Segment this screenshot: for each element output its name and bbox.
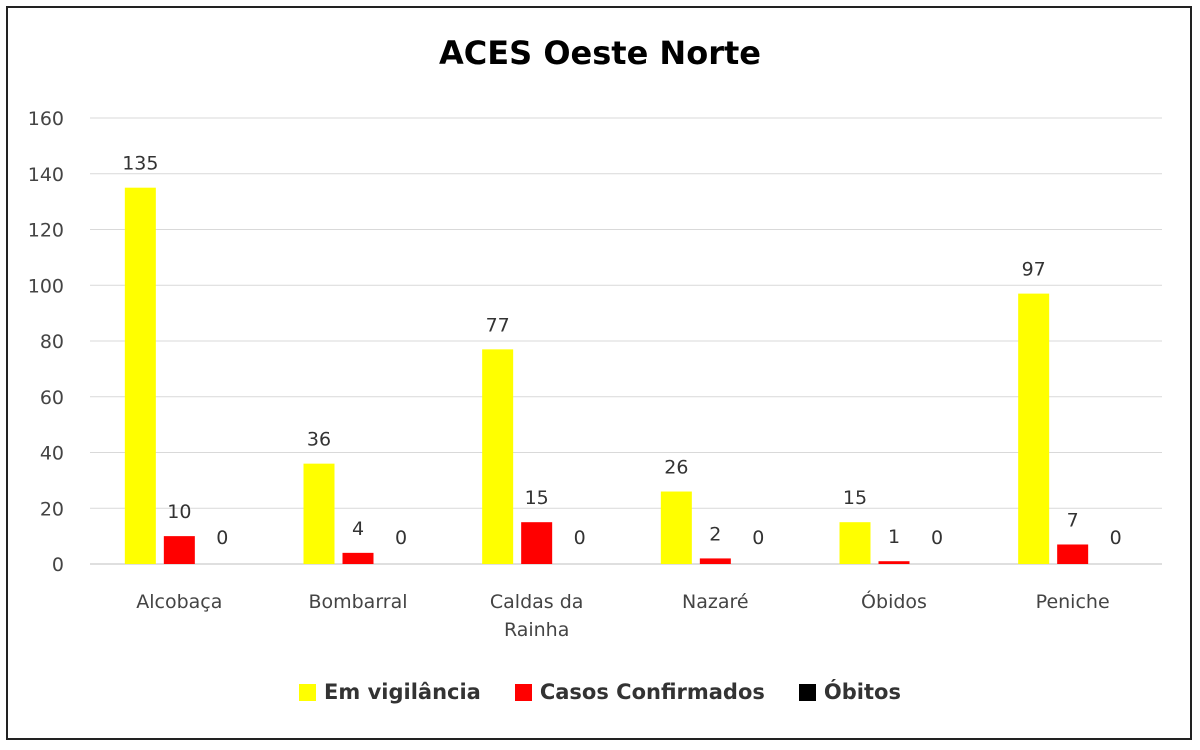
legend-item: Casos Confirmados	[514, 680, 765, 704]
y-tick-label: 0	[52, 554, 64, 576]
data-label: 0	[752, 527, 764, 549]
y-tick-label: 40	[40, 443, 64, 465]
bar	[1057, 544, 1089, 564]
y-tick-label: 20	[40, 498, 64, 520]
y-tick-label: 100	[28, 275, 64, 297]
data-label: 97	[1022, 259, 1046, 281]
x-tick-label: Peniche	[1036, 591, 1110, 613]
data-label: 4	[352, 518, 364, 540]
bar	[124, 187, 156, 564]
legend-swatch	[798, 683, 816, 701]
chart-title: ACES Oeste Norte	[439, 34, 761, 72]
data-label: 26	[664, 457, 688, 479]
chart-legend: Em vigilância Casos Confirmados Óbitos	[0, 680, 1200, 704]
data-label: 36	[307, 429, 331, 451]
y-tick-label: 80	[40, 331, 64, 353]
data-label: 2	[709, 523, 721, 545]
data-label: 15	[843, 487, 867, 509]
data-label: 0	[1110, 527, 1122, 549]
legend-swatch	[299, 683, 317, 701]
legend-item: Em vigilância	[299, 680, 481, 704]
data-label: 0	[574, 527, 586, 549]
bar	[521, 522, 553, 564]
legend-label: Óbitos	[823, 680, 901, 704]
data-label: 0	[395, 527, 407, 549]
bar	[660, 491, 692, 564]
x-tick-label: Nazaré	[682, 591, 749, 613]
x-tick-label: Rainha	[504, 619, 569, 641]
y-tick-label: 120	[28, 220, 64, 242]
y-tick-label: 140	[28, 164, 64, 186]
data-label: 1	[888, 526, 900, 548]
bar	[1018, 293, 1050, 564]
bar	[163, 536, 195, 564]
data-label: 0	[216, 527, 228, 549]
bar	[303, 463, 335, 564]
bar	[482, 349, 514, 564]
data-label: 15	[525, 487, 549, 509]
data-label: 7	[1067, 509, 1079, 531]
data-label: 135	[122, 153, 158, 175]
bar	[878, 561, 910, 564]
bar	[839, 522, 871, 564]
x-tick-label: Alcobaça	[136, 591, 222, 613]
legend-swatch	[514, 683, 532, 701]
legend-label: Em vigilância	[324, 680, 481, 704]
y-tick-label: 60	[40, 387, 64, 409]
x-tick-label: Caldas da	[490, 591, 584, 613]
legend-label: Casos Confirmados	[539, 680, 765, 704]
data-label: 10	[167, 501, 191, 523]
data-label: 77	[486, 314, 510, 336]
chart-frame	[6, 6, 1192, 740]
data-label: 0	[931, 527, 943, 549]
bar	[342, 552, 374, 564]
x-tick-label: Bombarral	[308, 591, 407, 613]
bar	[699, 558, 731, 564]
legend-item: Óbitos	[798, 680, 901, 704]
x-tick-label: Óbidos	[861, 589, 927, 613]
y-tick-label: 160	[28, 108, 64, 130]
